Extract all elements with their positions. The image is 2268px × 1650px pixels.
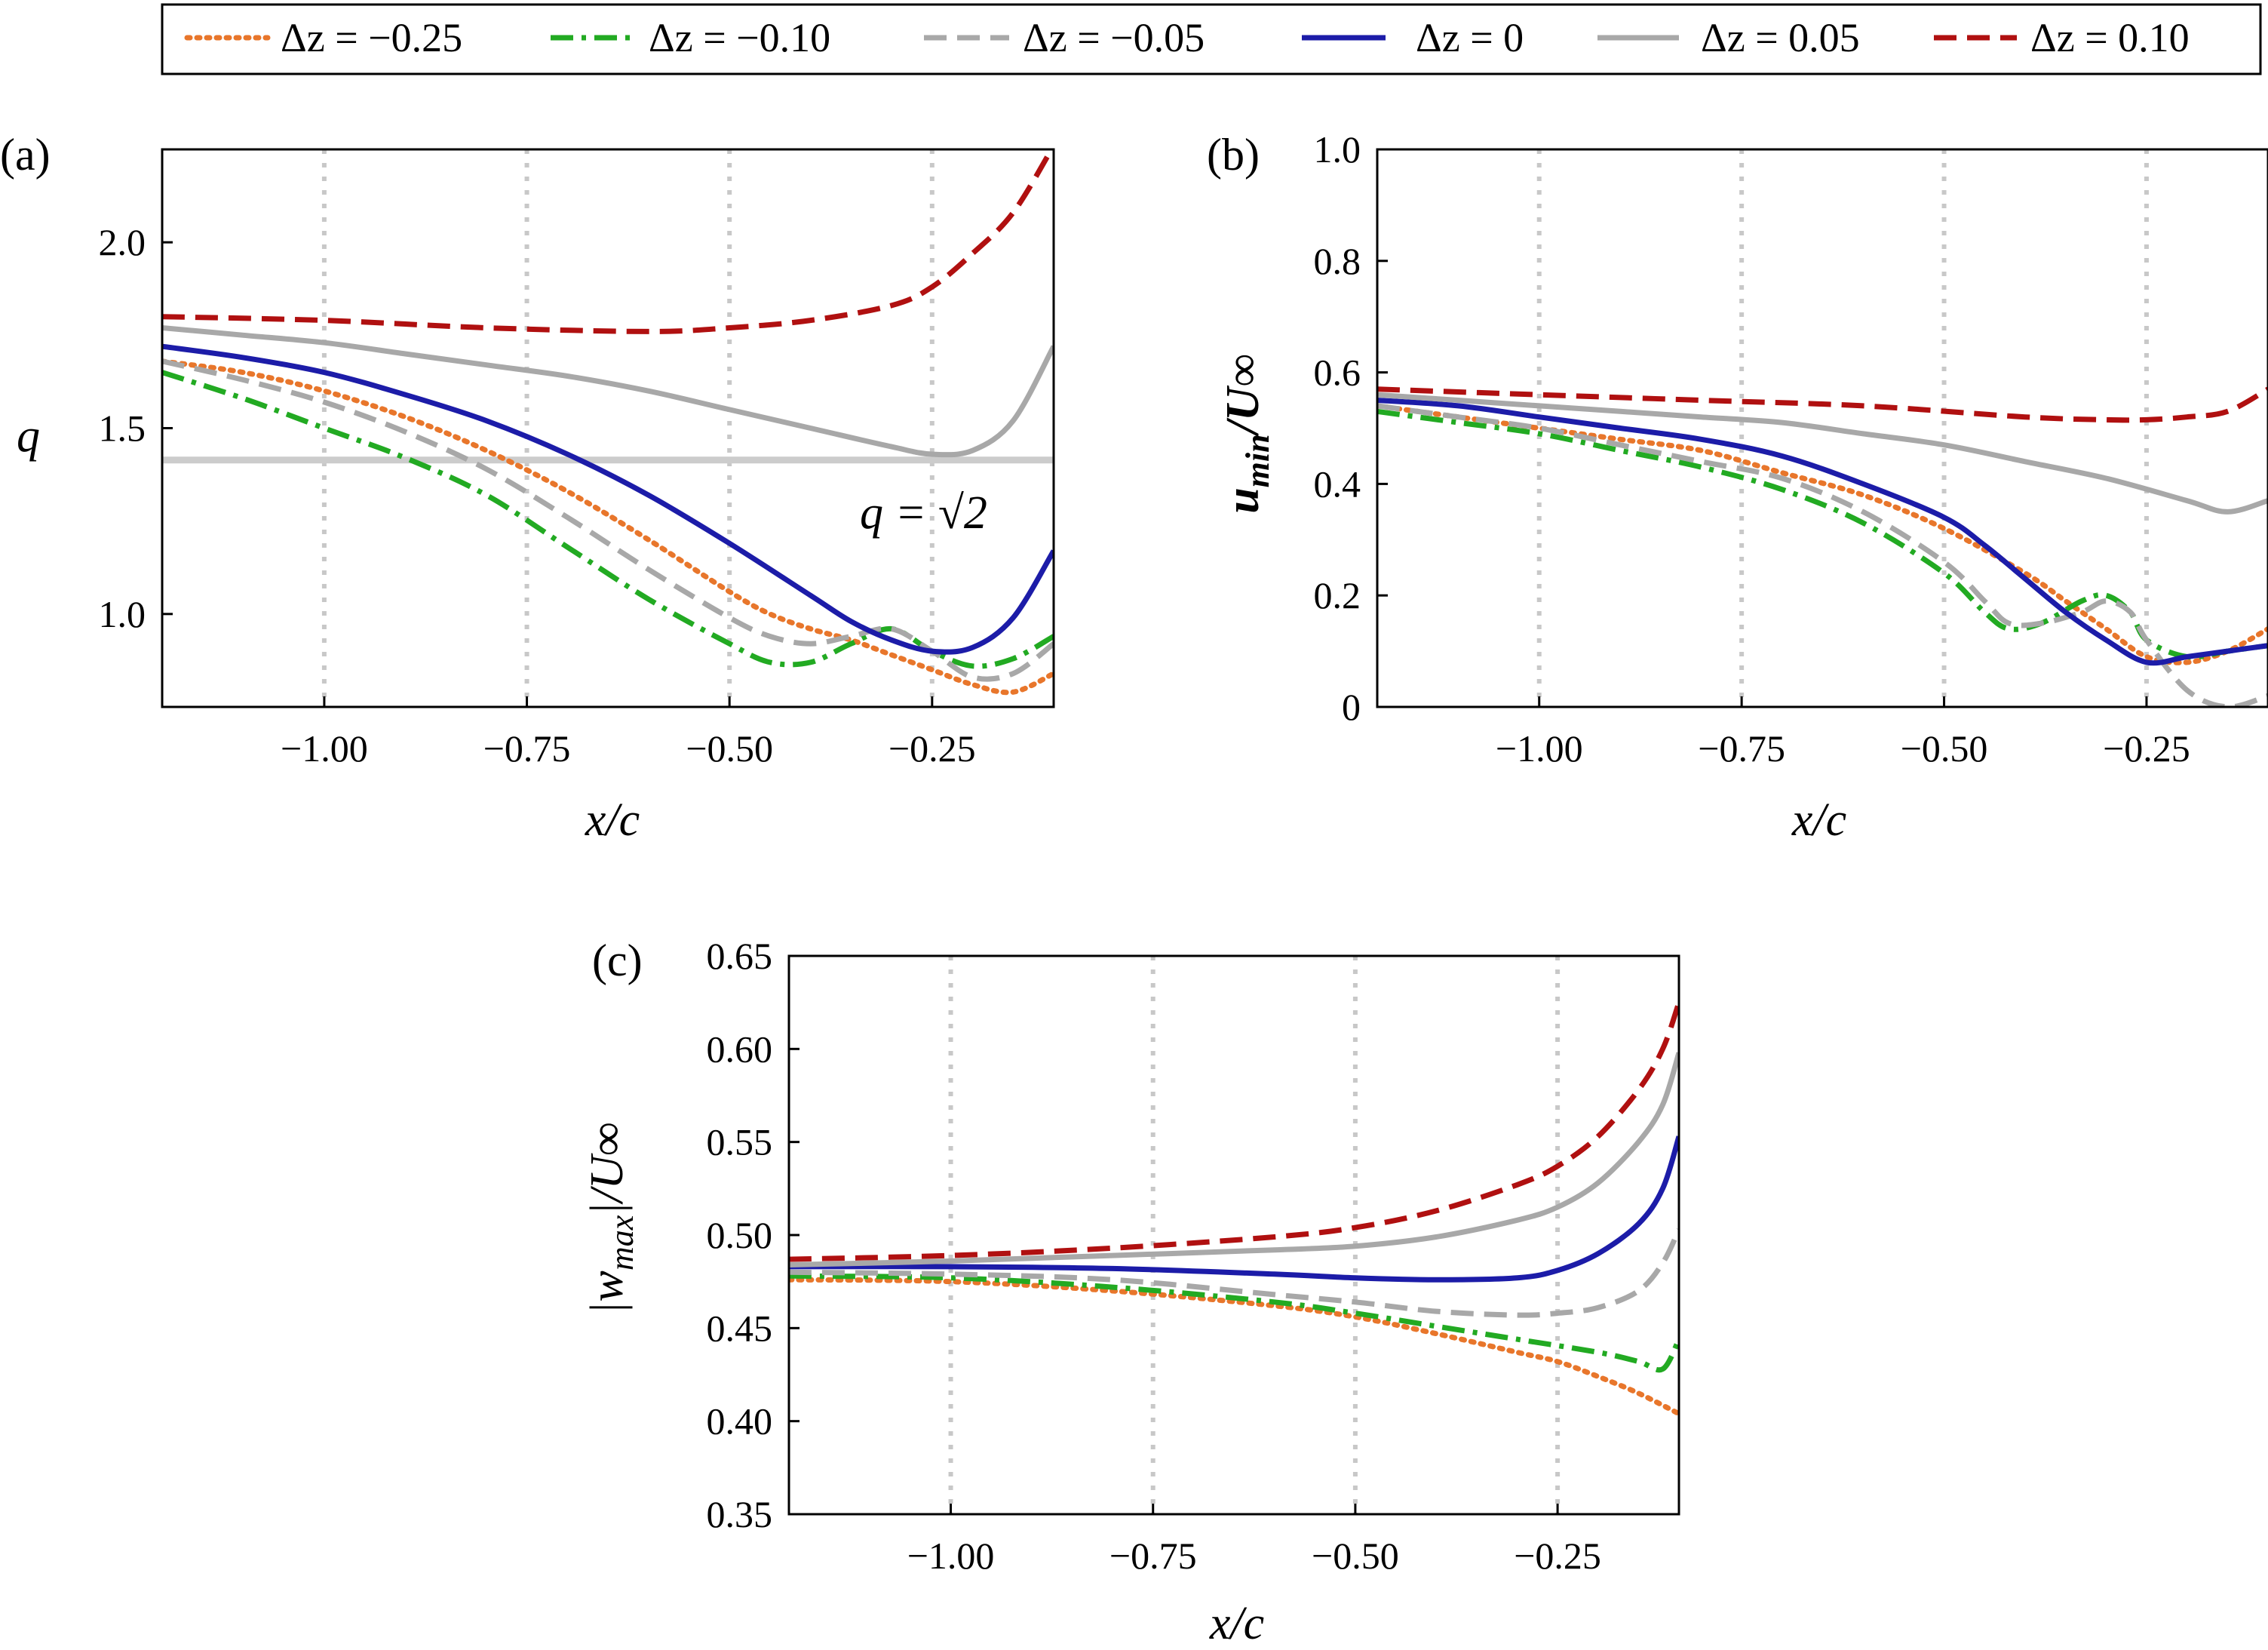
panel-a-ytick-label-0: 1.0 — [99, 593, 146, 635]
panel-b-xtick-label-3: −0.25 — [2103, 727, 2190, 770]
panel-c-ylabel-text: |wmax|/U∞ — [582, 1123, 640, 1315]
panel-a-series-0 — [162, 358, 1054, 696]
panel-b-series-1 — [1377, 408, 2268, 660]
panel-b-ytick-label-4: 0.8 — [1314, 240, 1361, 282]
panel-c-ytick-label-2: 0.45 — [707, 1307, 773, 1349]
panel-b-series-group — [1377, 386, 2268, 707]
legend-entry-2: Δz = −0.05 — [924, 15, 1205, 60]
panel-b-series-3 — [1377, 398, 2268, 666]
panel-c-ytick-label-6: 0.65 — [707, 935, 773, 977]
panel-b-ylabel-tail: /U∞ — [1217, 354, 1269, 437]
panel-c: (c) x/c |wmax|/U∞ −1.00 −0.75 −0.50 −0.25 0.… — [582, 935, 1680, 1649]
panel-c-series-group — [789, 1001, 1679, 1417]
panel-b-xlabel: x/c — [1791, 794, 1846, 846]
panel-a-frame — [161, 148, 1055, 708]
panel-c-xlabel: x/c — [1209, 1598, 1264, 1649]
panel-a-series-3 — [162, 343, 1054, 655]
legend-label-2: Δz = −0.05 — [1023, 15, 1205, 60]
panel-c-series-0 — [789, 1277, 1679, 1417]
legend-label-1: Δz = −0.10 — [649, 15, 830, 60]
panel-b-xtick-label-1: −0.75 — [1698, 727, 1785, 770]
panel-b-plot: −1.00 −0.75 −0.50 −0.25 0 0.2 0.4 0.6 0.8 1.0 — [1314, 128, 2268, 770]
panel-b-series-5 — [1377, 386, 2268, 423]
panel-b: (b) x/c umin/U∞ −1.00 −0.75 −0.50 −0.25 0 0.2… — [1207, 128, 2268, 846]
panel-c-ylabel-main: |w — [582, 1271, 633, 1314]
legend-entry-5: Δz = 0.10 — [1934, 15, 2190, 60]
panel-c-ylabel: |wmax|/U∞ — [582, 1123, 640, 1315]
legend-label-5: Δz = 0.10 — [2030, 15, 2190, 60]
panel-c-frame — [787, 954, 1680, 1516]
panel-a-ytick-label-2: 2.0 — [99, 221, 146, 263]
panel-a-series-5 — [162, 149, 1054, 334]
panel-c-ytick-label-5: 0.60 — [707, 1028, 773, 1070]
panel-c-ylabel-tail: |/U∞ — [582, 1123, 633, 1215]
panel-a-series-group — [162, 149, 1054, 696]
panel-c-ylabel-sub: max — [603, 1215, 640, 1271]
panel-b-ytick-label-3: 0.6 — [1314, 352, 1361, 394]
legend-box — [161, 3, 2262, 75]
panel-c-xtick-label-3: −0.25 — [1514, 1535, 1601, 1577]
legend: Δz = −0.25 Δz = −0.10 Δz = −0.05 Δz = 0 … — [161, 3, 2262, 75]
panel-b-ytick-label-0: 0 — [1342, 686, 1361, 728]
panel-a-series-4 — [162, 325, 1054, 458]
panel-b-xtick-label-2: −0.50 — [1901, 727, 1988, 770]
panel-c-series-4 — [789, 1052, 1679, 1267]
panel-a-plot: −1.00 −0.75 −0.50 −0.25 1.0 1.5 2.0 — [99, 148, 1055, 770]
panel-b-series-0 — [1377, 403, 2268, 665]
panel-c-series-3 — [789, 1135, 1679, 1283]
panel-b-ylabel: umin/U∞ — [1217, 354, 1276, 514]
panel-c-xtick-label-0: −1.00 — [907, 1535, 995, 1577]
panel-c-ytick-label-0: 0.35 — [707, 1493, 773, 1535]
panel-c-series-5 — [789, 1001, 1679, 1262]
panel-a-xtick-label-0: −1.00 — [281, 727, 368, 770]
panel-c-plot: −1.00 −0.75 −0.50 −0.25 0.35 0.40 0.45 0.50 0.55… — [707, 935, 1680, 1577]
legend-entry-1: Δz = −0.10 — [551, 15, 830, 60]
panel-c-xtick-label-1: −0.75 — [1109, 1535, 1197, 1577]
legend-label-0: Δz = −0.25 — [281, 15, 462, 60]
panel-a-xtick-label-3: −0.25 — [888, 727, 976, 770]
panel-c-xtick-label-2: −0.50 — [1312, 1535, 1399, 1577]
panel-b-label: (b) — [1207, 130, 1260, 180]
panel-b-xtick-label-0: −1.00 — [1496, 727, 1583, 770]
panel-c-ytick-label-1: 0.40 — [707, 1400, 773, 1443]
panel-a-xlabel: x/c — [585, 794, 640, 846]
panel-b-ytick-label-1: 0.2 — [1314, 574, 1361, 616]
panel-b-ytick-label-2: 0.4 — [1314, 462, 1361, 505]
panel-c-label: (c) — [592, 936, 643, 985]
panel-b-ylabel-sub: min — [1239, 434, 1276, 487]
panel-a-xtick-label-1: −0.75 — [483, 727, 571, 770]
panel-a-ylabel: q — [17, 410, 40, 462]
panel-a-xtick-label-2: −0.50 — [686, 727, 773, 770]
panel-c-series-2 — [789, 1228, 1679, 1318]
legend-label-3: Δz = 0 — [1416, 15, 1524, 60]
panel-c-series-1 — [789, 1273, 1679, 1373]
legend-entry-3: Δz = 0 — [1302, 15, 1524, 60]
legend-label-4: Δz = 0.05 — [1701, 15, 1860, 60]
panel-b-frame — [1376, 148, 2268, 708]
panel-c-ytick-label-4: 0.55 — [707, 1121, 773, 1163]
panel-a-ytick-label-1: 1.5 — [99, 407, 146, 450]
panel-c-ytick-label-3: 0.50 — [707, 1214, 773, 1256]
legend-entry-4: Δz = 0.05 — [1597, 15, 1860, 60]
panel-b-ylabel-main: u — [1217, 487, 1269, 513]
panel-a-series-2 — [162, 358, 1054, 682]
panel-b-ylabel-text: umin/U∞ — [1217, 354, 1276, 514]
panel-b-ytick-label-5: 1.0 — [1314, 128, 1361, 171]
panel-a-label: (a) — [0, 130, 51, 180]
panel-b-series-2 — [1377, 403, 2268, 707]
legend-entry-0: Δz = −0.25 — [184, 15, 462, 60]
panel-b-series-4 — [1377, 392, 2268, 515]
panel-a-reference-label: q = √2 — [860, 487, 987, 539]
panel-a: (a) q x/c −1.00 −0.75 −0.50 −0.251.01.52.0 … — [0, 130, 1055, 846]
